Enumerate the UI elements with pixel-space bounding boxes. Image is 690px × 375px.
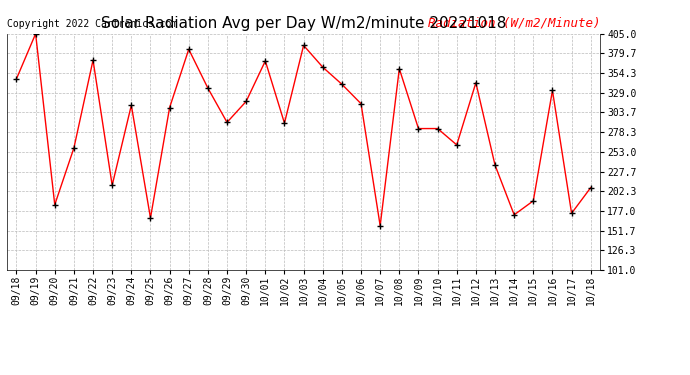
- Title: Solar Radiation Avg per Day W/m2/minute 20221018: Solar Radiation Avg per Day W/m2/minute …: [101, 16, 506, 31]
- Text: Copyright 2022 Cartronics.com: Copyright 2022 Cartronics.com: [7, 19, 177, 29]
- Text: Radiation (W/m2/Minute): Radiation (W/m2/Minute): [428, 16, 600, 29]
